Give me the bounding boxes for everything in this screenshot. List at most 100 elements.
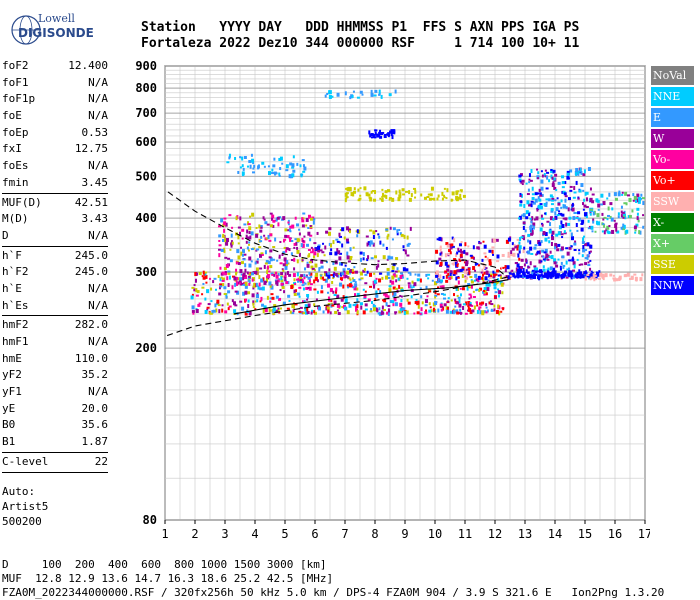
param-value: N/A (88, 92, 108, 106)
echo-point (252, 167, 255, 170)
echo-point (623, 215, 626, 218)
echo-point (310, 275, 313, 278)
echo-point (571, 202, 574, 207)
echo-point (307, 231, 311, 236)
echo-point (332, 240, 335, 245)
param-name: MUF(D) (2, 195, 42, 209)
echo-point (527, 233, 531, 237)
echo-point (281, 268, 284, 271)
echo-point (381, 198, 384, 203)
echo-point (301, 159, 305, 162)
echo-point (458, 312, 462, 315)
echo-point (309, 225, 312, 228)
echo-point (641, 273, 644, 277)
echo-point (227, 270, 231, 275)
echo-point (443, 297, 447, 300)
echo-point (411, 280, 414, 284)
echo-point (440, 305, 444, 308)
echo-point (548, 255, 551, 258)
echo-point (516, 272, 520, 277)
echo-point (586, 242, 590, 247)
param-name: foE (2, 109, 22, 123)
echo-point (519, 180, 522, 183)
echo-point (263, 305, 267, 310)
echo-point (325, 305, 328, 308)
echo-point (529, 225, 533, 230)
echo-point (602, 218, 605, 221)
param-value: 245.0 (74, 265, 108, 279)
echo-point (378, 131, 381, 136)
echo-point (492, 273, 496, 277)
echo-point (446, 265, 450, 268)
echo-point (279, 289, 282, 292)
echo-point (497, 311, 501, 314)
echo-point (497, 294, 500, 298)
echo-point (310, 246, 313, 249)
echo-point (469, 301, 472, 305)
echo-point (559, 265, 562, 268)
echo-point (298, 310, 302, 313)
echo-point (530, 200, 534, 203)
echo-point (549, 266, 553, 271)
echo-point (445, 242, 449, 246)
echo-point (528, 181, 531, 184)
echo-point (587, 227, 590, 230)
echo-point (419, 312, 422, 315)
echo-point (223, 217, 227, 220)
echo-point (621, 211, 625, 214)
echo-point (554, 199, 557, 202)
echo-point (608, 192, 611, 197)
echo-point (457, 296, 461, 299)
echo-point (541, 193, 544, 197)
echo-point (293, 278, 296, 282)
echo-point (301, 237, 304, 242)
echo-point (606, 214, 610, 217)
echo-point (543, 259, 546, 262)
echo-point (210, 287, 213, 291)
echo-point (338, 235, 342, 238)
y-tick-label: 600 (135, 135, 157, 149)
echo-point (324, 94, 327, 98)
echo-point (454, 298, 457, 302)
echo-point (512, 274, 515, 277)
echo-point (293, 267, 296, 271)
echo-point (355, 308, 359, 312)
echo-point (442, 306, 445, 311)
echo-point (236, 281, 240, 285)
echo-point (560, 199, 563, 203)
echo-point (280, 279, 284, 283)
echo-point (527, 250, 531, 255)
auto-software: Artist5 (2, 500, 49, 513)
echo-point (370, 257, 374, 260)
echo-point (473, 279, 476, 282)
echo-point (448, 276, 452, 280)
echo-point (271, 214, 275, 219)
echo-point (346, 310, 350, 315)
echo-point (386, 271, 390, 276)
echo-point (451, 262, 454, 265)
echo-point (283, 246, 287, 249)
echo-point (478, 288, 481, 292)
echo-point (409, 226, 412, 231)
echo-point (546, 220, 550, 223)
echo-point (628, 214, 632, 218)
echo-point (263, 218, 266, 221)
echo-point (339, 252, 343, 255)
echo-point (219, 277, 222, 282)
echo-point (522, 271, 526, 275)
echo-point (247, 275, 251, 279)
echo-point (352, 246, 355, 249)
echo-point (443, 271, 447, 274)
echo-point (314, 263, 318, 268)
echo-point (523, 203, 526, 208)
echo-point (221, 277, 225, 281)
echo-point (519, 268, 522, 273)
echo-point (367, 298, 371, 302)
echo-point (311, 309, 314, 313)
echo-point (294, 238, 298, 241)
echo-point (620, 205, 623, 209)
y-tick-label: 800 (135, 81, 157, 95)
echo-point (237, 262, 241, 266)
echo-point (408, 190, 411, 195)
echo-point (306, 296, 309, 299)
